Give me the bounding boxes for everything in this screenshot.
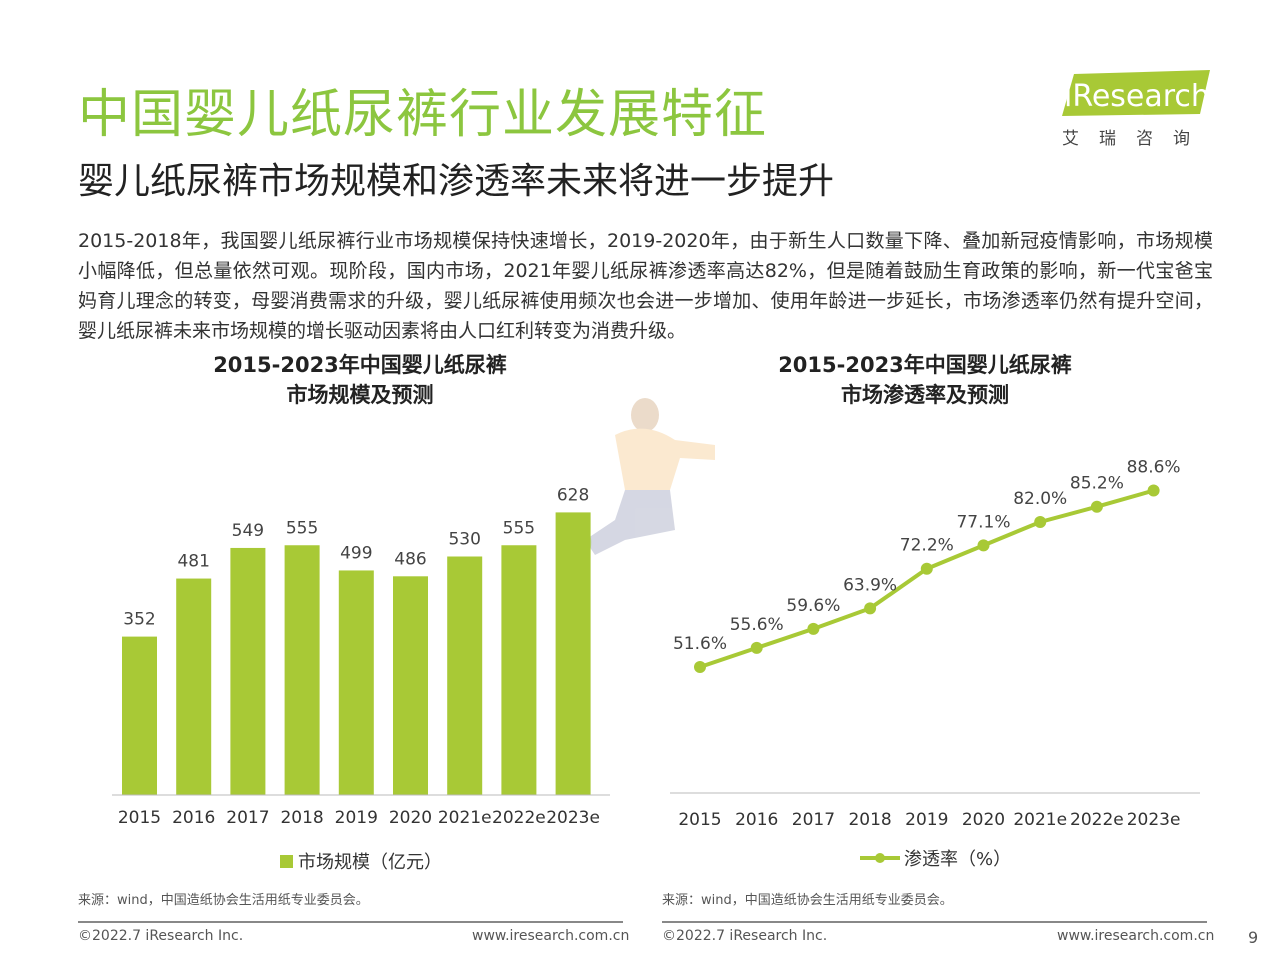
line-point-2023e xyxy=(1147,484,1160,497)
line-x-tick-label: 2019 xyxy=(905,810,948,830)
bar-value-label: 481 xyxy=(177,552,209,572)
line-x-tick-label: 2023e xyxy=(1127,810,1181,830)
bar-2019 xyxy=(338,570,374,795)
page-subtitle: 婴儿纸尿裤市场规模和渗透率未来将进一步提升 xyxy=(78,161,835,202)
line-value-label: 88.6% xyxy=(1127,458,1181,478)
footer-divider-right xyxy=(662,921,1207,923)
bar-value-label: 628 xyxy=(557,485,589,505)
bar-x-tick-label: 2019 xyxy=(335,808,378,828)
bar-2016 xyxy=(176,578,212,795)
bar-x-tick-label: 2015 xyxy=(118,808,161,828)
line-value-label: 51.6% xyxy=(673,634,727,654)
source-note-right: 来源：wind，中国造纸协会生活用纸专业委员会。 xyxy=(662,893,953,908)
line-legend: 渗透率（%） xyxy=(860,849,1011,870)
line-x-tick-label: 2021e xyxy=(1013,810,1067,830)
bar-chart-title-line2: 市场规模及预测 xyxy=(286,383,434,407)
logo-graphic: iResearch xyxy=(1062,70,1210,116)
bar-value-label: 549 xyxy=(232,521,264,541)
bar-value-label: 486 xyxy=(394,549,426,569)
penetration-line xyxy=(699,488,1155,669)
line-value-label: 59.6% xyxy=(786,596,840,616)
bar-value-label: 555 xyxy=(286,518,318,538)
bar-chart-title-line1: 2015-2023年中国婴儿纸尿裤 xyxy=(213,353,507,377)
bar-x-tick-label: 2018 xyxy=(280,808,323,828)
line-x-tick-label: 2017 xyxy=(792,810,835,830)
bar-x-tick-label: 2023e xyxy=(546,808,600,828)
logo-subtitle: 艾瑞咨询 xyxy=(1062,129,1210,149)
bar-value-label: 499 xyxy=(340,543,372,563)
page-number: 9 xyxy=(1248,928,1259,947)
line-legend-marker xyxy=(875,853,885,863)
line-point-2018 xyxy=(864,602,877,615)
line-x-tick-label: 2016 xyxy=(735,810,778,830)
line-value-label: 85.2% xyxy=(1070,474,1124,494)
copyright-left: ©2022.7 iResearch Inc. xyxy=(78,928,244,944)
bar-value-label: 555 xyxy=(503,518,535,538)
bar-chart-title: 2015-2023年中国婴儿纸尿裤 市场规模及预测 xyxy=(120,350,600,410)
bar-2021e xyxy=(447,556,483,795)
bar-2017 xyxy=(230,547,266,795)
line-chart-title-line1: 2015-2023年中国婴儿纸尿裤 xyxy=(778,353,1072,377)
url-left[interactable]: www.iresearch.com.cn xyxy=(472,928,630,944)
line-point-2017 xyxy=(807,622,820,635)
line-value-label: 82.0% xyxy=(1013,489,1067,509)
line-point-2021e xyxy=(1034,516,1047,528)
bar-legend-label: 市场规模（亿元） xyxy=(298,852,442,873)
logo-text: iResearch xyxy=(1064,79,1210,114)
line-x-tick-label: 2020 xyxy=(962,810,1005,830)
bar-2018 xyxy=(284,545,320,795)
line-point-2015 xyxy=(694,660,706,673)
bar-2023e xyxy=(555,512,591,795)
bar-value-label: 352 xyxy=(123,610,155,630)
line-point-2022e xyxy=(1090,500,1103,513)
intro-paragraph: 2015-2018年，我国婴儿纸尿裤行业市场规模保持快速增长，2019-2020… xyxy=(78,230,1213,342)
bar-legend-swatch xyxy=(280,855,293,868)
url-right[interactable]: www.iresearch.com.cn xyxy=(1057,928,1215,944)
line-x-tick-label: 2018 xyxy=(848,810,891,830)
bar-2022e xyxy=(501,545,537,795)
line-value-label: 63.9% xyxy=(843,575,897,595)
line-chart-title: 2015-2023年中国婴儿纸尿裤 市场渗透率及预测 xyxy=(690,350,1160,410)
line-x-tick-label: 2022e xyxy=(1070,810,1124,830)
bar-chart: 352 481 549 555 499 486 530 555 628 2015 2016 2017… xyxy=(112,485,610,873)
bar-2015 xyxy=(122,636,157,795)
line-value-label: 77.1% xyxy=(956,512,1010,532)
line-value-label: 55.6% xyxy=(730,615,784,635)
page-title: 中国婴儿纸尿裤行业发展特征 xyxy=(78,85,768,145)
bar-value-label: 530 xyxy=(448,530,480,550)
line-chart: 51.6%55.6%59.6%63.9%72.2%77.1%82.0%85.2%… xyxy=(670,458,1200,870)
source-note-left: 来源：wind，中国造纸协会生活用纸专业委员会。 xyxy=(78,893,369,908)
bar-legend: 市场规模（亿元） xyxy=(280,852,442,873)
line-value-label: 72.2% xyxy=(900,536,954,556)
bar-x-tick-label: 2020 xyxy=(389,808,432,828)
iresearch-logo: iResearch xyxy=(1054,70,1214,120)
bar-x-tick-label: 2021e xyxy=(438,808,492,828)
line-point-2016 xyxy=(750,641,763,654)
bar-x-tick-label: 2016 xyxy=(172,808,215,828)
line-point-2019 xyxy=(920,562,933,575)
line-legend-label: 渗透率（%） xyxy=(904,849,1011,870)
bar-2020 xyxy=(393,576,428,795)
bar-x-tick-label: 2017 xyxy=(226,808,269,828)
copyright-right: ©2022.7 iResearch Inc. xyxy=(662,928,828,944)
line-x-tick-label: 2015 xyxy=(678,810,721,830)
line-point-2020 xyxy=(977,539,990,552)
bar-x-tick-label: 2022e xyxy=(492,808,546,828)
line-chart-title-line2: 市场渗透率及预测 xyxy=(841,383,1009,407)
footer-divider-left xyxy=(78,921,623,923)
logo-background-shape xyxy=(1062,70,1210,116)
